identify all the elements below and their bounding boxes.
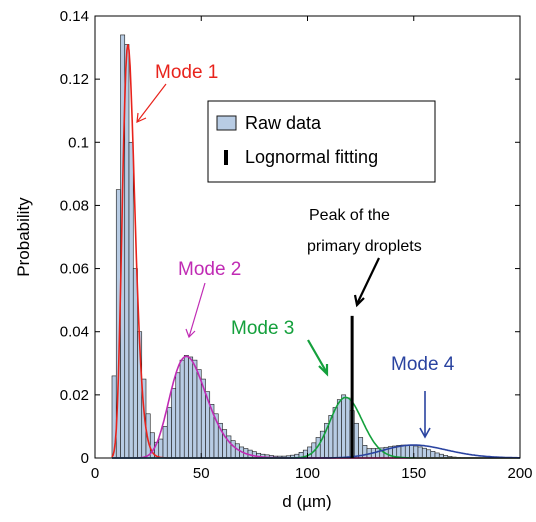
histogram-bar: [162, 426, 168, 459]
mode-3-arrowhead: [318, 364, 329, 377]
histogram-bar: [332, 407, 338, 459]
histogram-bar: [192, 359, 198, 459]
mode-4-label: Mode 4: [391, 354, 455, 375]
x-tick-label: 200: [507, 465, 532, 482]
legend-label-raw-data: Raw data: [245, 113, 322, 133]
mode-2-arrow: [188, 282, 206, 338]
histogram-bar: [336, 399, 342, 459]
legend-swatch-raw-data: [216, 115, 237, 131]
peak-arrow: [356, 257, 380, 305]
y-tick-label: 0.14: [60, 8, 89, 25]
histogram-bar: [230, 440, 236, 459]
histogram-bar: [307, 446, 313, 459]
histogram-bar: [421, 447, 427, 459]
mode-2-label: Mode 2: [178, 259, 241, 280]
legend-label-lognormal-fitting: Lognormal fitting: [245, 147, 378, 167]
x-tick-label: 100: [295, 465, 320, 482]
mode-1-arrow: [136, 83, 167, 123]
histogram-bar: [345, 397, 351, 459]
x-tick-label: 150: [401, 465, 426, 482]
mode-1-label: Mode 1: [155, 62, 218, 83]
histogram-bar: [409, 445, 415, 459]
peak-arrowhead: [353, 294, 365, 308]
histogram-bar: [375, 448, 381, 459]
histogram-bar: [171, 388, 177, 459]
histogram-bar: [179, 359, 185, 459]
mode-4-arrowhead: [419, 427, 431, 439]
legend-box: [207, 100, 436, 183]
y-tick-label: 0.06: [60, 261, 89, 278]
y-tick-label: 0.1: [68, 134, 89, 151]
y-tick-label: 0.02: [60, 387, 89, 404]
histogram-bar: [196, 369, 202, 459]
peak-label-line-1: Peak of the: [309, 207, 390, 224]
histogram-bar: [158, 438, 164, 459]
histogram-bar: [426, 449, 432, 459]
histogram-bar: [430, 451, 436, 459]
histogram-bar: [128, 141, 134, 459]
histogram-bar: [353, 422, 359, 459]
legend: Raw data Lognormal fitting: [207, 100, 436, 183]
y-axis-title: Probability: [14, 197, 33, 277]
histogram-bar: [183, 355, 189, 459]
x-axis-title: d (µm): [282, 492, 331, 511]
histogram-bars: [111, 34, 478, 459]
histogram-bar: [188, 356, 194, 459]
y-tick-label: 0.12: [60, 71, 89, 88]
histogram-bar: [175, 372, 181, 459]
histogram-bar: [417, 446, 423, 459]
y-tick-label: 0: [81, 450, 89, 467]
histogram-bar: [404, 444, 410, 459]
mode-2-arrowhead: [185, 328, 196, 339]
histogram-bar: [413, 445, 419, 459]
y-tick-label: 0.04: [60, 324, 89, 341]
x-tick-label: 0: [91, 465, 99, 482]
annotation-arrows: [136, 83, 431, 439]
y-tick-label: 0.08: [60, 197, 89, 214]
histogram-bar: [362, 445, 368, 459]
mode-3-arrow: [307, 339, 328, 374]
x-tick-label: 50: [193, 465, 210, 482]
histogram-bar: [132, 268, 138, 459]
mode-1-arrowhead: [136, 112, 147, 123]
peak-label-line-2: primary droplets: [307, 238, 422, 255]
histogram-bar: [341, 394, 347, 459]
axis-ticks: 0 50 100 150 200 0 0.02 0.04 0.06 0.08 0.1 0.12 0.14: [60, 8, 533, 482]
histogram-bar: [166, 407, 172, 459]
histogram-bar: [400, 444, 406, 459]
mode-3-label: Mode 3: [231, 318, 294, 339]
